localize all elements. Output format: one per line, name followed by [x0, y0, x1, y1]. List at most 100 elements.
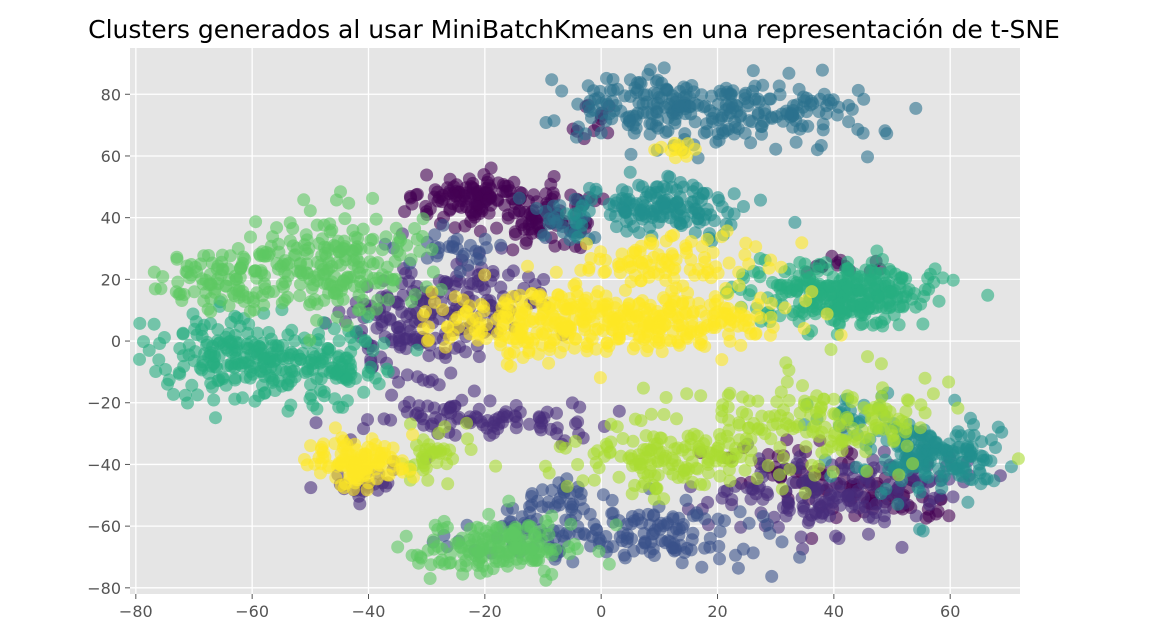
cluster-8-point [361, 440, 375, 454]
x-tick-label: −20 [468, 602, 502, 621]
cluster-3-point [796, 100, 810, 114]
cluster-5-point [285, 323, 299, 337]
cluster-7-point [913, 421, 927, 435]
cluster-2-point [573, 493, 587, 507]
cluster-3-point [909, 101, 923, 115]
cluster-7-point [694, 389, 708, 403]
cluster-5-point [294, 352, 308, 366]
cluster-8-point [599, 265, 612, 278]
cluster-7-point [489, 459, 503, 473]
cluster-5-point [872, 296, 886, 310]
cluster-1-point [751, 481, 765, 495]
cluster-7-point [755, 409, 769, 423]
cluster-6-point [325, 223, 339, 237]
cluster-6-point [303, 333, 317, 347]
cluster-1-point [467, 384, 481, 398]
cluster-1-point [509, 421, 523, 435]
cluster-8-point [298, 453, 311, 466]
cluster-2-point [679, 493, 693, 507]
cluster-6-point [310, 255, 324, 269]
x-tick-label: 0 [596, 602, 606, 621]
cluster-8-point [508, 312, 522, 326]
cluster-5-point [909, 300, 923, 314]
cluster-6-point [502, 494, 516, 508]
cluster-2-point [478, 232, 492, 246]
cluster-4-point [951, 425, 965, 439]
cluster-4-point [929, 435, 943, 449]
cluster-6-point [247, 264, 261, 278]
cluster-3-point [631, 106, 645, 120]
cluster-4-point [928, 447, 941, 461]
cluster-3-point [672, 99, 686, 113]
cluster-5-point [870, 244, 884, 258]
cluster-5-point [161, 377, 174, 391]
cluster-6-point [338, 212, 352, 226]
cluster-4-point [632, 226, 646, 240]
cluster-5-point [895, 271, 909, 285]
cluster-6-point [204, 305, 218, 319]
cluster-1-point [809, 506, 823, 520]
cluster-1-point [794, 530, 808, 544]
cluster-7-point [797, 398, 811, 412]
cluster-5-point [372, 377, 386, 391]
cluster-5-point [932, 294, 946, 308]
cluster-7-point [416, 456, 430, 470]
cluster-3-point [556, 220, 570, 233]
cluster-6-point [360, 268, 374, 282]
cluster-1-point [786, 476, 800, 490]
cluster-5-point [361, 365, 375, 379]
cluster-3-point [752, 95, 766, 109]
cluster-8-point [553, 345, 567, 359]
cluster-3-point [587, 103, 601, 117]
cluster-5-point [147, 317, 161, 331]
cluster-7-point [626, 434, 640, 448]
cluster-3-point [571, 97, 585, 111]
cluster-7-point [625, 487, 639, 501]
cluster-7-point [772, 468, 786, 482]
y-tick-label: −60 [87, 517, 121, 536]
cluster-4-point [712, 193, 726, 207]
cluster-6-point [408, 222, 422, 235]
cluster-6-point [337, 274, 351, 288]
cluster-7-point [441, 477, 455, 491]
cluster-2-point [563, 497, 577, 511]
cluster-3-point [789, 135, 803, 149]
cluster-5-point [753, 252, 767, 265]
cluster-1-point [509, 399, 523, 412]
cluster-8-point [349, 457, 363, 471]
cluster-2-point [596, 488, 610, 502]
cluster-8-point [723, 334, 737, 348]
cluster-8-point [664, 229, 678, 243]
cluster-4-point [571, 230, 585, 244]
cluster-2-point [731, 561, 745, 575]
cluster-8-point [451, 310, 464, 324]
cluster-0-point [479, 181, 493, 195]
cluster-8-point [820, 307, 834, 321]
cluster-8-point [612, 332, 626, 346]
cluster-3-point [579, 127, 592, 141]
cluster-6-point [303, 298, 317, 312]
cluster-8-point [509, 332, 523, 346]
cluster-8-point [805, 285, 819, 299]
cluster-8-point [655, 345, 669, 359]
cluster-3-point [856, 126, 870, 140]
cluster-0-point [507, 206, 521, 220]
cluster-4-point [974, 449, 988, 463]
cluster-3-point [700, 125, 714, 139]
cluster-7-point [670, 412, 683, 426]
cluster-7-point [430, 456, 444, 470]
cluster-2-point [635, 541, 649, 555]
cluster-8-point [632, 331, 646, 344]
cluster-4-point [623, 165, 637, 179]
cluster-8-point [708, 290, 722, 304]
x-tick-label: −60 [235, 602, 269, 621]
cluster-8-point [546, 309, 560, 323]
cluster-5-point [853, 298, 867, 312]
cluster-1-point [565, 396, 579, 410]
cluster-4-point [585, 193, 599, 206]
cluster-6-point [187, 285, 201, 299]
cluster-6-point [253, 247, 266, 261]
cluster-7-point [542, 466, 556, 480]
cluster-8-point [778, 301, 792, 315]
cluster-7-point [918, 371, 932, 385]
